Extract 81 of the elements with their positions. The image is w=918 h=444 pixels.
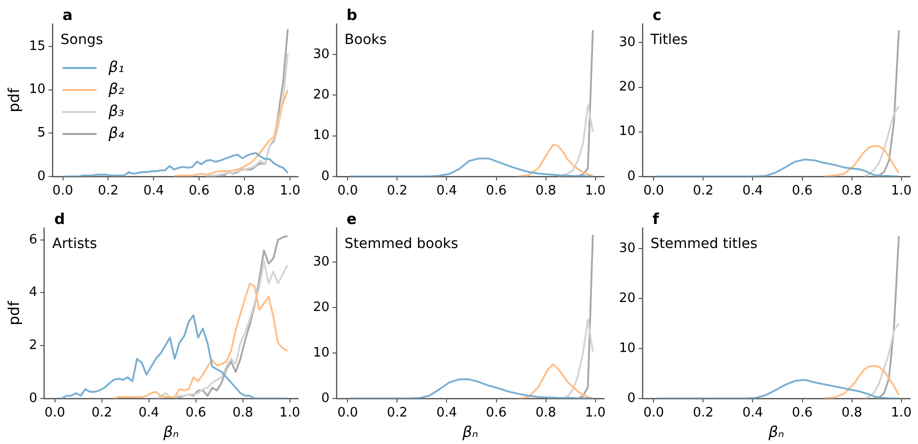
y-tick-label: 4 [28, 285, 38, 300]
legend-label: β₃ [108, 102, 124, 120]
x-tick-label: 0.4 [436, 406, 458, 421]
x-tick-label: 1.0 [890, 406, 912, 421]
x-tick-label: 1.0 [890, 184, 912, 199]
y-tick-label: 20 [618, 80, 636, 95]
x-tick-label: 1.0 [279, 406, 300, 421]
chart-title: d [54, 210, 66, 228]
y-tick-label: 0 [627, 390, 636, 406]
y-tick-label: 15 [28, 38, 46, 54]
y-tick-label: 10 [618, 124, 636, 140]
y-tick-label: 0 [321, 168, 330, 184]
y-tick-label: 10 [618, 340, 636, 356]
x-tick-label: 0.2 [98, 184, 119, 199]
x-tick-label: 0.2 [91, 406, 112, 421]
x-tick-label: 0.6 [792, 184, 813, 199]
chart-title: f [652, 210, 660, 228]
legend-label: β₄ [108, 124, 124, 142]
y-tick-label: 0 [28, 390, 38, 406]
x-tick-label: 0.2 [386, 184, 408, 199]
x-tick-label: 0.6 [185, 406, 206, 421]
x-tick-label: 0.0 [337, 406, 358, 421]
y-tick-label: 20 [618, 290, 636, 306]
x-tick-label: 0.2 [386, 406, 408, 421]
x-tick-label: 0.0 [337, 184, 358, 199]
legend-label: β₁ [108, 58, 124, 76]
x-tick-label: 0.8 [535, 184, 556, 199]
x-tick-label: 0.6 [188, 184, 210, 199]
y-tick-label: 20 [312, 300, 330, 315]
chart-title: b [346, 6, 358, 24]
x-axis-title: βₙ [767, 422, 784, 441]
x-tick-label: 0.6 [792, 406, 813, 421]
y-tick-label: 0 [37, 168, 46, 184]
y-tick-label: 30 [312, 254, 330, 270]
y-tick-label: 10 [28, 82, 46, 98]
x-axis-title: βₙ [461, 422, 478, 441]
y-tick-label: 30 [618, 35, 636, 50]
x-tick-label: 0.8 [232, 406, 254, 421]
x-tick-label: 0.8 [841, 406, 862, 421]
x-axis-title: βₙ [162, 422, 179, 441]
annotation: Songs [60, 32, 104, 48]
x-tick-label: 0.0 [52, 184, 74, 199]
annotation: Titles [650, 32, 688, 48]
x-tick-label: 0.2 [692, 406, 714, 421]
annotation: Artists [52, 236, 98, 252]
x-tick-label: 0.0 [643, 184, 664, 199]
x-tick-label: 1.0 [280, 184, 300, 199]
y-tick-label: 0 [627, 168, 636, 184]
chart-title: a [62, 6, 73, 24]
x-tick-label: 0.4 [742, 184, 764, 199]
y-tick-label: 10 [312, 128, 330, 144]
annotation: Stemmed books [344, 236, 458, 252]
x-tick-label: 0.4 [742, 406, 764, 421]
annotation: Books [344, 32, 387, 48]
y-tick-label: 5 [37, 125, 46, 140]
x-tick-label: 0.6 [486, 406, 507, 421]
y-tick-label: 2 [28, 338, 38, 353]
y-tick-label: 6 [28, 232, 38, 248]
x-tick-label: 0.4 [138, 406, 160, 421]
y-tick-label: 10 [312, 345, 330, 360]
x-tick-label: 1.0 [584, 184, 606, 199]
y-tick-label: 30 [618, 240, 636, 256]
x-tick-label: 0.0 [44, 406, 66, 421]
x-tick-label: 0.8 [234, 184, 255, 199]
annotation: Stemmed titles [650, 236, 758, 252]
x-tick-label: 0.4 [436, 184, 458, 199]
x-tick-label: 0.6 [486, 184, 507, 199]
y-tick-label: 30 [312, 46, 330, 62]
chart-title: c [652, 6, 662, 24]
y-axis-title: pdf [4, 300, 23, 326]
x-tick-label: 0.0 [643, 406, 664, 421]
x-tick-label: 0.2 [692, 184, 714, 199]
x-tick-label: 0.8 [841, 184, 862, 199]
x-tick-label: 0.8 [535, 406, 556, 421]
y-axis-title: pdf [4, 87, 23, 112]
legend-label: β₂ [108, 80, 124, 98]
x-tick-label: 1.0 [584, 406, 606, 421]
y-tick-label: 20 [312, 87, 330, 102]
y-tick-label: 0 [321, 390, 330, 406]
x-tick-label: 0.4 [143, 184, 164, 199]
chart-title: e [346, 210, 357, 228]
